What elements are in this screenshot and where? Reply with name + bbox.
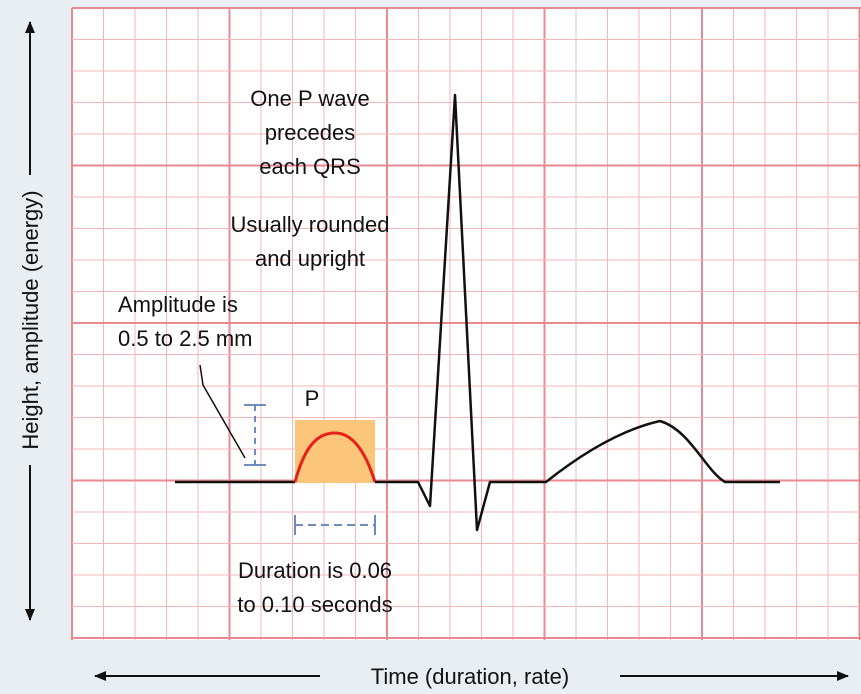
annotation-line: One P wave xyxy=(250,86,369,111)
amplitude-bracket xyxy=(244,404,266,466)
y-axis-label: Height, amplitude (energy) xyxy=(18,190,43,449)
y-label-bg xyxy=(14,175,46,465)
duration-bracket xyxy=(294,515,376,535)
annotation-line: Usually rounded xyxy=(231,212,390,237)
qrs-t-waves xyxy=(375,93,780,532)
x-axis-label: Time (duration, rate) xyxy=(371,664,569,689)
wave-label: P xyxy=(305,386,320,411)
annotation-line: to 0.10 seconds xyxy=(237,592,392,617)
p-wave xyxy=(293,431,377,483)
grid xyxy=(71,7,861,640)
annotation-line: precedes xyxy=(265,120,356,145)
annotation-line: Duration is 0.06 xyxy=(238,558,392,583)
leader-line xyxy=(199,364,246,459)
annotation-line: each QRS xyxy=(259,154,361,179)
annotation-line: Amplitude is xyxy=(118,292,238,317)
annotation-line: and upright xyxy=(255,246,365,271)
annotation-line: 0.5 to 2.5 mm xyxy=(118,326,253,351)
x-label-bg xyxy=(320,662,620,692)
